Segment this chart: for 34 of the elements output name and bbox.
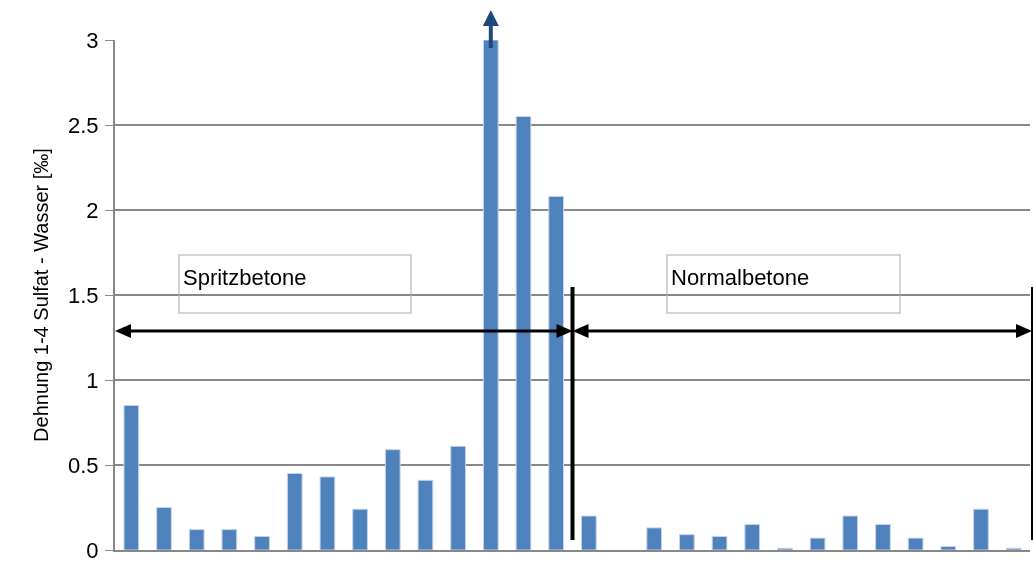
y-tick-label: 0 [86,537,99,563]
y-axis-title: Dehnung 1-4 Sulfat - Wasser [‰] [30,148,53,442]
bar [188,529,205,550]
y-tick-label: 1.5 [68,282,99,308]
bar [254,535,270,550]
annotation: Normalbetone [671,264,810,290]
bar [646,527,663,550]
bar [809,537,826,550]
y-tick-label: 1 [86,367,99,393]
bar [156,507,172,550]
y-tick-label: 3 [86,27,99,53]
bar [286,473,303,550]
bar [417,479,434,550]
bar [711,535,728,550]
bar [973,508,989,550]
bar [940,546,957,550]
bar [482,40,499,550]
bar [221,529,238,550]
bar [384,449,401,550]
bar [875,524,891,550]
bar [679,534,695,550]
bar [450,445,466,550]
y-tick-label: 2 [86,197,99,223]
annotation: Spritzbetone [183,264,307,290]
y-tick-label: 2.5 [68,112,99,138]
bar [123,405,140,550]
bar [744,524,761,550]
bar [907,537,924,550]
bar [580,515,597,550]
bar [319,476,336,550]
bar [352,508,368,550]
bar [842,515,859,550]
y-tick-label: 0.5 [68,452,99,478]
bar [515,116,532,550]
